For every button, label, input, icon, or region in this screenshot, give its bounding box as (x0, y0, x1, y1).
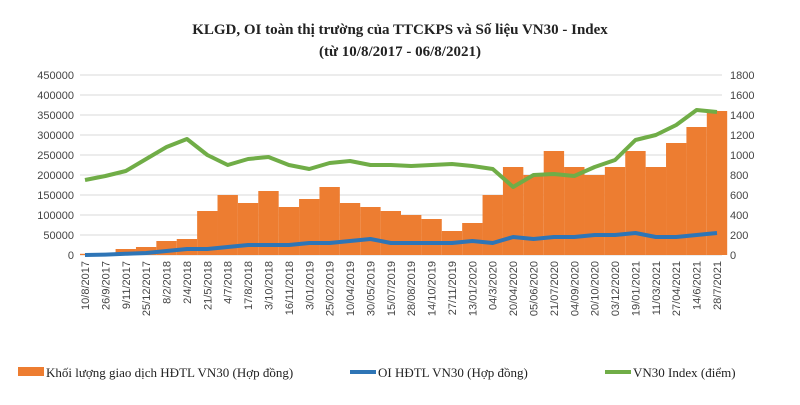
x-tick-label: 14/10/2019 (427, 261, 439, 316)
right-tick-label: 600 (730, 190, 748, 202)
x-tick-label: 30/05/2019 (365, 261, 377, 316)
x-tick-label: 21/07/2020 (549, 261, 561, 316)
x-tick-label: 21/5/2018 (202, 261, 214, 310)
x-tick-label: 04/3/2020 (488, 261, 500, 310)
x-tick-label: 9/11/2017 (121, 261, 133, 309)
right-tick-label: 800 (730, 170, 748, 182)
vn30-line (84, 108, 718, 189)
volume-bar (482, 195, 503, 255)
left-tick-label: 0 (68, 250, 74, 262)
volume-bar (625, 151, 646, 255)
left-tick-label: 450000 (37, 70, 74, 82)
left-tick-label: 150000 (37, 190, 74, 202)
volume-bar (421, 219, 442, 255)
volume-bar (564, 167, 585, 255)
volume-bar (237, 203, 259, 255)
x-tick-label: 2/4/2018 (182, 261, 194, 304)
x-tick-label: 05/06/2020 (529, 261, 541, 316)
x-tick-label: 16/11/2018 (284, 261, 296, 315)
oi-line (84, 231, 718, 257)
x-tick-label: 15/07/2019 (386, 261, 398, 316)
right-tick-label: 1000 (730, 150, 754, 162)
x-tick-label: 10/04/2019 (345, 261, 357, 316)
x-tick-label: 27/04/2021 (671, 261, 683, 316)
volume-bar (278, 207, 300, 255)
volume-bar (217, 195, 238, 255)
right-tick-label: 1200 (730, 130, 754, 142)
chart-title: KLGD, OI toàn thị trường của TTCKPS và S… (192, 22, 608, 38)
x-tick-label: 19/01/2021 (630, 261, 642, 316)
volume-bar (502, 167, 524, 255)
x-tick-label: 13/01/2020 (467, 261, 479, 316)
x-tick-label: 17/8/2018 (243, 261, 255, 310)
x-tick-label: 28/7/2021 (712, 261, 724, 310)
volume-bar (666, 143, 687, 255)
right-tick-label: 200 (730, 230, 748, 242)
volume-bar (380, 211, 401, 255)
left-tick-label: 250000 (37, 150, 74, 162)
left-tick-label: 400000 (37, 90, 74, 102)
x-tick-label: 4/7/2018 (223, 261, 235, 304)
volume-bar (197, 211, 218, 255)
x-tick-label: 8/2/2018 (162, 261, 174, 304)
volume-bar (339, 203, 361, 255)
right-tick-label: 1800 (730, 70, 754, 82)
x-tick-label: 20/04/2020 (508, 261, 520, 316)
volume-bar (299, 199, 320, 255)
x-tick-label: 14/6/2021 (692, 261, 704, 310)
left-tick-label: 200000 (37, 170, 74, 182)
legend-swatch-volume (18, 367, 44, 376)
left-tick-label: 350000 (37, 110, 74, 122)
x-tick-label: 3/10/2018 (263, 261, 275, 310)
right-tick-label: 400 (730, 210, 748, 222)
left-tick-label: 50000 (43, 230, 74, 242)
right-tick-label: 1600 (730, 90, 754, 102)
volume-bar (686, 127, 707, 255)
volume-bar (523, 175, 544, 255)
chart-subtitle: (từ 10/8/2017 - 06/8/2021) (319, 44, 481, 60)
volume-bar (462, 223, 483, 255)
volume-bar (543, 151, 565, 255)
legend-label: VN30 Index (điểm) (633, 365, 736, 380)
volume-bar (258, 191, 279, 255)
x-tick-label: 10/8/2017 (80, 261, 92, 310)
volume-bar (319, 187, 340, 255)
volume-bar (706, 111, 728, 255)
legend-label: OI HĐTL VN30 (Hợp đồng) (378, 365, 528, 380)
volume-bar (584, 175, 605, 255)
x-tick-label: 28/08/2019 (406, 261, 418, 316)
x-tick-label: 20/10/2020 (590, 261, 602, 316)
x-tick-label: 03/12/2020 (610, 261, 622, 316)
volume-bar (360, 207, 381, 255)
x-tick-label: 11/03/2021 (651, 261, 663, 315)
x-tick-label: 25/02/2019 (325, 261, 337, 316)
x-tick-label: 26/9/2017 (100, 261, 112, 310)
x-tick-label: 3/01/2019 (304, 261, 316, 310)
volume-bar (604, 167, 626, 255)
left-tick-label: 300000 (37, 130, 74, 142)
legend-label: Khối lượng giao dịch HĐTL VN30 (Hợp đồng… (46, 365, 293, 380)
right-tick-label: 0 (730, 250, 736, 262)
x-tick-label: 27/11/2019 (447, 261, 459, 315)
volume-bar (401, 215, 422, 255)
x-tick-label: 25/12/2017 (141, 261, 153, 316)
volume-bar (645, 167, 667, 255)
x-tick-label: 04/09/2020 (569, 261, 581, 316)
left-tick-label: 100000 (37, 210, 74, 222)
right-tick-label: 1400 (730, 110, 754, 122)
